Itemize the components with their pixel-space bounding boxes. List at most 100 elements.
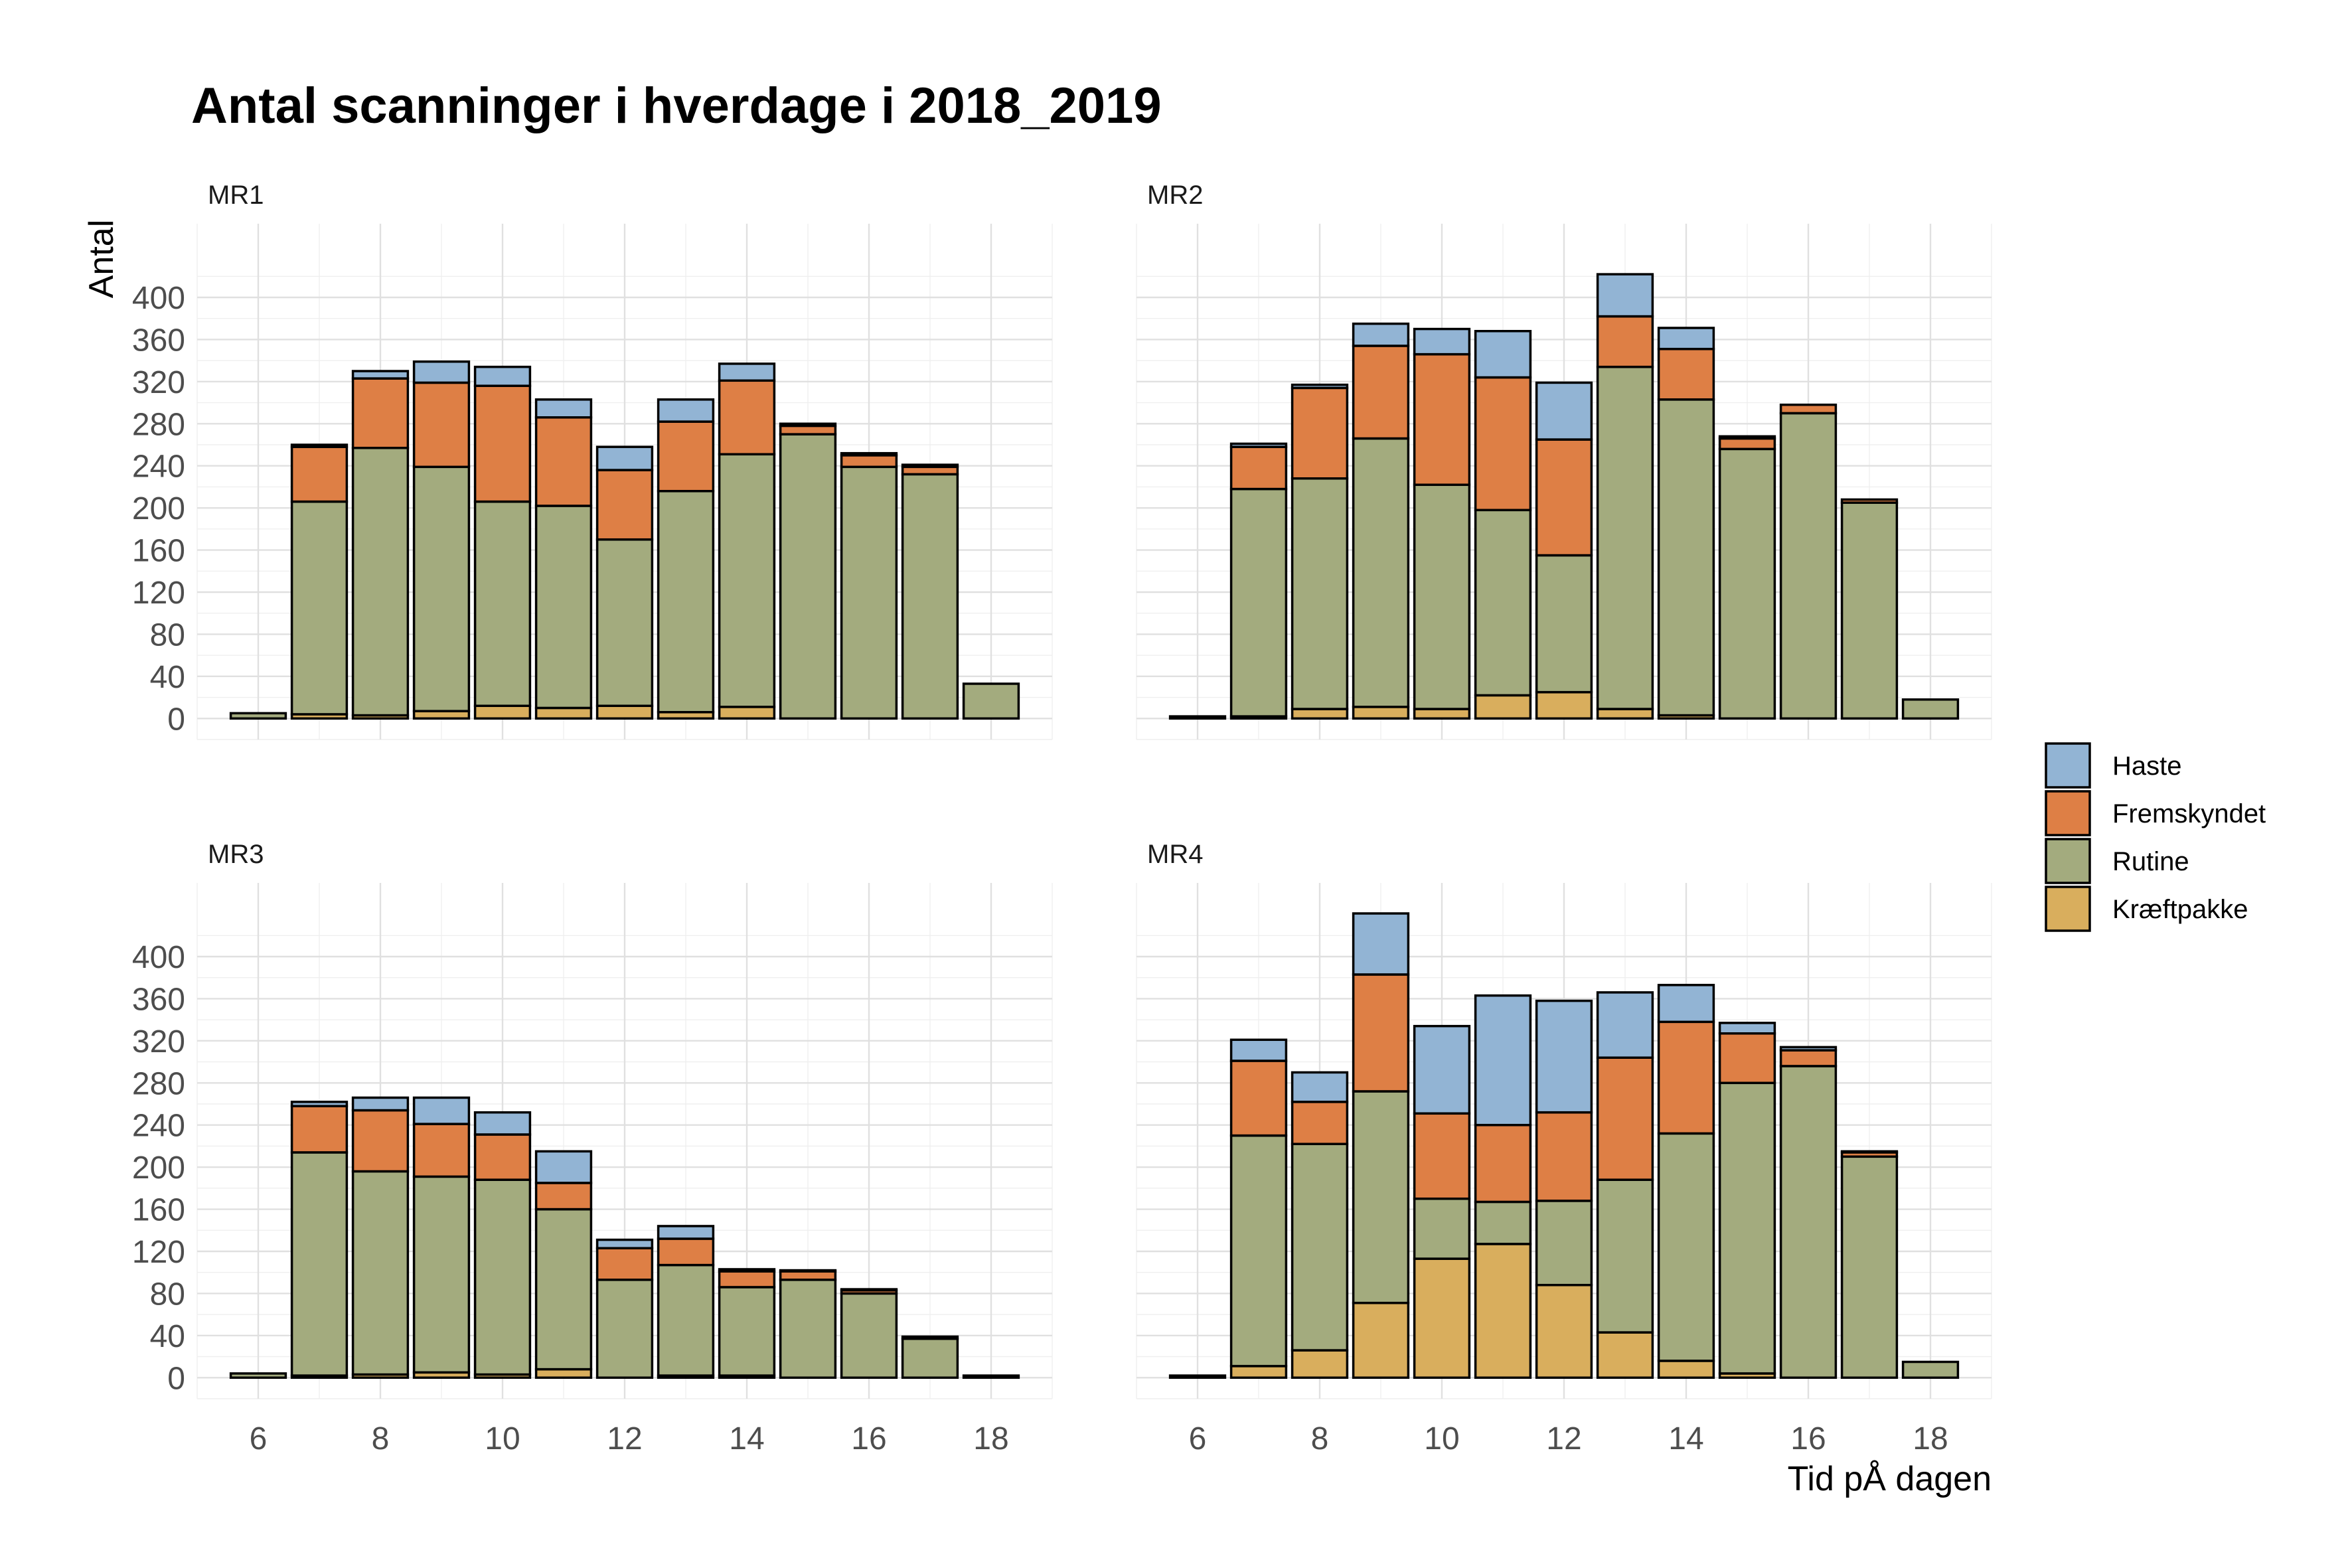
x-tick-label: 12	[1546, 1421, 1581, 1456]
bar-segment-kræftpakke	[1474, 1243, 1532, 1379]
panel-mr1: MR1 0 40 80 120 160 200 240 280 320 360 400	[132, 181, 1053, 740]
bar-segment-kræftpakke	[473, 704, 532, 720]
x-tick-label: 12	[607, 1421, 642, 1456]
bar-segment-haste	[1413, 327, 1471, 356]
bar-segment-haste	[1718, 435, 1776, 440]
bar-segment-haste	[840, 1288, 898, 1292]
x-tick-label: 14	[1668, 1421, 1703, 1456]
bar-segment-rutine	[962, 682, 1020, 720]
legend: Haste Fremskyndet Rutine Kræftpakke	[2045, 742, 2266, 932]
bar-segment-fremskyndet	[412, 381, 471, 469]
chart-title: Antal scanninger i hverdage i 2018_2019	[191, 78, 1162, 134]
bar-segment-fremskyndet	[718, 379, 776, 456]
bar-segment-kræftpakke	[1352, 706, 1410, 720]
bar-segment-kræftpakke	[595, 704, 654, 720]
bar-segment-fremskyndet	[1840, 498, 1899, 504]
bar-segment-fremskyndet	[1474, 1123, 1532, 1204]
bar-segment-rutine	[962, 1374, 1020, 1379]
bar-segment-fremskyndet	[595, 469, 654, 541]
bar-segment-rutine	[1840, 1155, 1899, 1379]
bar-segment-rutine	[290, 1151, 349, 1377]
x-tick-label: 14	[729, 1421, 764, 1456]
bar-segment-haste	[657, 1225, 715, 1240]
bar-segment-kræftpakke	[1352, 1301, 1410, 1379]
bar-segment-rutine	[779, 1279, 837, 1379]
y-tick-label: 360	[132, 982, 185, 1017]
y-tick-label: 240	[132, 449, 185, 485]
bar-segment-rutine	[595, 1279, 654, 1379]
legend-label: Rutine	[2112, 847, 2189, 876]
y-tick-label: 400	[132, 940, 185, 975]
bar-segment-rutine	[534, 1208, 593, 1371]
bar-segment-rutine	[473, 500, 532, 708]
y-tick-label: 160	[132, 1193, 185, 1228]
bar-segment-fremskyndet	[1229, 1059, 1288, 1137]
bar-segment-rutine	[534, 505, 593, 710]
bar-segment-rutine	[901, 473, 959, 720]
bar-segment-fremskyndet	[1291, 386, 1349, 480]
x-tick-label: 10	[1424, 1421, 1459, 1456]
bar-segment-haste	[290, 1101, 349, 1107]
legend-key	[2045, 742, 2091, 789]
bar-segment-rutine	[473, 1178, 532, 1376]
bar-segment-haste	[595, 1238, 654, 1249]
legend-item-haste: Haste	[2045, 742, 2182, 789]
bar-segment-haste	[412, 360, 471, 384]
bar-segment-fremskyndet	[1229, 445, 1288, 491]
facet-panels: MR1 0 40 80 120 160 200 240 280 320 360 400 MR2 MR3 0 4…	[132, 181, 1992, 1456]
bar-segment-fremskyndet	[1413, 353, 1471, 487]
y-tick-label: 400	[132, 281, 185, 316]
bar-segment-rutine	[351, 447, 410, 717]
bar-segment-kræftpakke	[1596, 708, 1654, 720]
bar-segment-haste	[1840, 1150, 1899, 1154]
bar-segment-fremskyndet	[1413, 1112, 1471, 1200]
bar-segment-fremskyndet	[657, 1237, 715, 1267]
bar-segment-kræftpakke	[534, 706, 593, 720]
panel-label: MR3	[208, 840, 264, 869]
bar-segment-rutine	[1718, 447, 1776, 720]
bar-segment-haste	[290, 443, 349, 448]
bar-segment-haste	[351, 1096, 410, 1112]
bar-segment-rutine	[1168, 1374, 1227, 1379]
bar-segment-rutine	[229, 1372, 287, 1379]
bar-segment-rutine	[779, 433, 837, 720]
bar-segment-rutine	[1718, 1081, 1776, 1375]
bar-segment-rutine	[1779, 1065, 1838, 1379]
y-tick-label: 120	[132, 1235, 185, 1270]
bar-segment-haste	[1352, 322, 1410, 347]
bar-segment-fremskyndet	[1657, 347, 1715, 401]
bar-segment-fremskyndet	[473, 1133, 532, 1181]
bar-segment-haste	[412, 1096, 471, 1125]
bar-segment-haste	[1291, 1071, 1349, 1103]
y-tick-label: 200	[132, 491, 185, 526]
y-tick-label: 160	[132, 534, 185, 569]
legend-key	[2045, 886, 2091, 932]
bar-segment-haste	[595, 445, 654, 471]
bar-segment-rutine	[840, 1292, 898, 1379]
bar-segment-kræftpakke	[1291, 708, 1349, 720]
bar-segment-rutine	[290, 500, 349, 716]
legend-item-kræftpakke: Kræftpakke	[2045, 886, 2248, 932]
legend-label: Fremskyndet	[2112, 799, 2266, 828]
bar-segment-fremskyndet	[595, 1247, 654, 1281]
bar-segment-haste	[1229, 1038, 1288, 1062]
bar-segment-haste	[1596, 273, 1654, 318]
legend-label: Haste	[2112, 751, 2182, 781]
bar-segment-rutine	[1352, 1090, 1410, 1304]
bar-segment-fremskyndet	[657, 420, 715, 493]
bar-segment-rutine	[1413, 1197, 1471, 1260]
y-tick-label: 280	[132, 1066, 185, 1101]
bar-segment-rutine	[1657, 398, 1715, 717]
bar-segment-haste	[901, 463, 959, 469]
bar-segment-fremskyndet	[1718, 1032, 1776, 1085]
bar-segment-rutine	[1168, 715, 1227, 720]
bar-segment-rutine	[412, 1175, 471, 1374]
bar-segment-kræftpakke	[1413, 708, 1471, 720]
bar-segment-haste	[718, 1268, 776, 1273]
bar-segment-rutine	[718, 1286, 776, 1377]
legend-key	[2045, 790, 2091, 836]
bar-segment-haste	[718, 362, 776, 382]
bar-segment-rutine	[718, 453, 776, 708]
bar-segment-rutine	[1352, 437, 1410, 708]
